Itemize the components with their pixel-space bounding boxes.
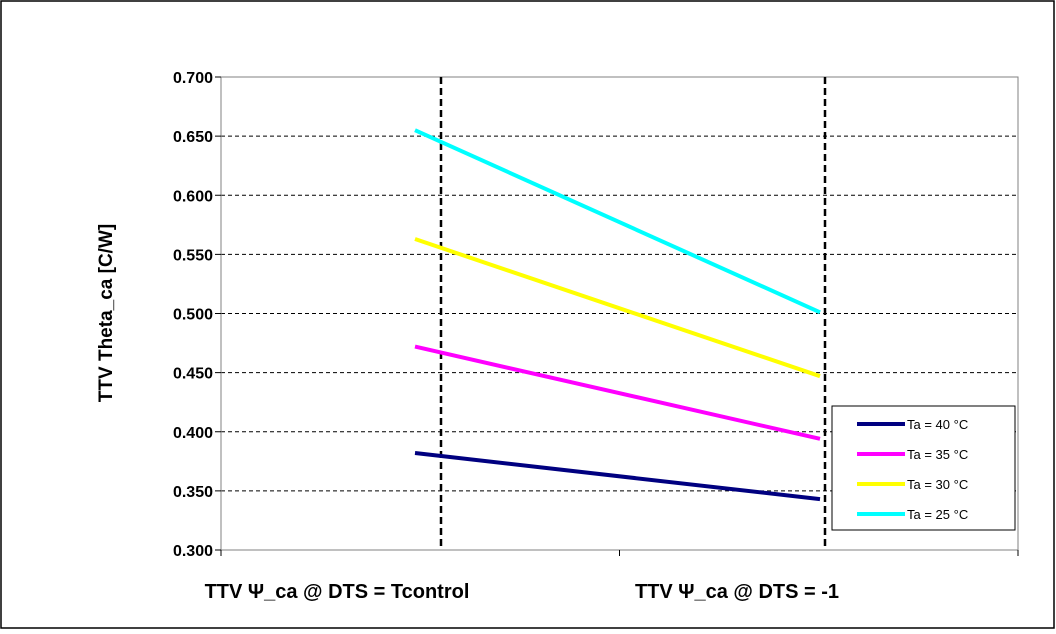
series-line <box>414 451 821 502</box>
y-tick-label: 0.300 <box>173 543 213 560</box>
series-line <box>414 237 821 379</box>
y-axis-title: TTV Theta_ca [C/W] <box>96 224 117 402</box>
category-label: TTV Ψ_ca @ DTS = -1 <box>635 581 839 603</box>
y-tick-label: 0.350 <box>173 484 213 501</box>
legend-box <box>831 405 1016 531</box>
series-line <box>414 344 821 441</box>
markers-layer <box>439 77 827 550</box>
y-tick-label: 0.600 <box>173 188 213 205</box>
legend-label: Ta = 30 °C <box>907 477 968 492</box>
y-tick-label: 0.450 <box>173 366 213 383</box>
y-tick-label: 0.700 <box>173 70 213 87</box>
category-label: TTV Ψ_ca @ DTS = Tcontrol <box>205 581 470 603</box>
legend-label: Ta = 35 °C <box>907 447 968 462</box>
legend: Ta = 40 °C Ta = 35 °C Ta = 30 °C Ta = 25 °C <box>831 405 1016 531</box>
y-tick-label: 0.400 <box>173 425 213 442</box>
y-tick-label: 0.550 <box>173 247 213 264</box>
series-line <box>414 128 821 315</box>
legend-label: Ta = 25 °C <box>907 507 968 522</box>
ticks-layer: 0.300 0.350 0.400 0.450 0.500 0.550 0.600 0.650… <box>173 70 1019 560</box>
y-tick-label: 0.650 <box>173 129 213 146</box>
category-labels: TTV Ψ_ca @ DTS = Tcontrol TTV Ψ_ca @ DTS … <box>205 581 839 603</box>
legend-label: Ta = 40 °C <box>907 417 968 432</box>
y-tick-label: 0.500 <box>173 307 213 324</box>
series-layer <box>414 128 821 502</box>
